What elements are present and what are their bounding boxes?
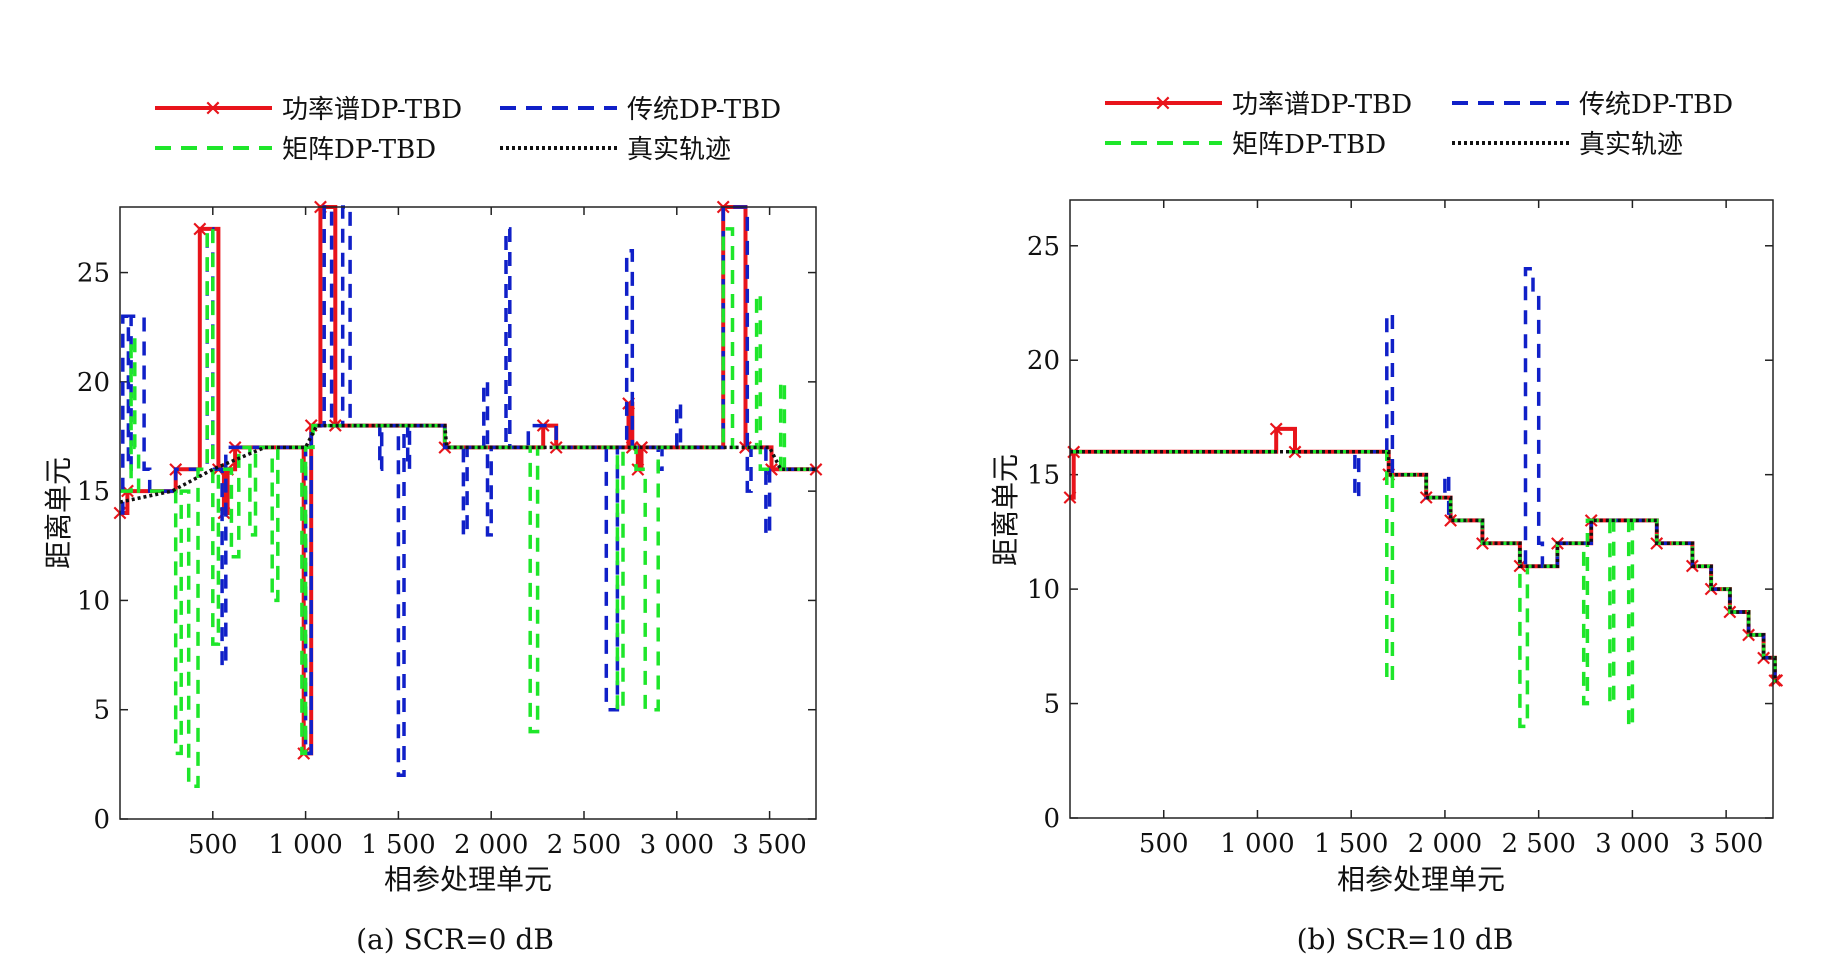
series-line-4 [119, 423, 816, 504]
legend: ✕ 功率谱DP-TBD 传统DP-TBD 矩阵DP-TBD 真实轨迹 [1105, 90, 1733, 160]
x-tick-label: 3 500 [1689, 829, 1763, 859]
x-tick-label: 3 000 [640, 830, 714, 860]
y-tick-label: 20 [77, 368, 110, 398]
chart-panel-b: ✕ 功率谱DP-TBD 传统DP-TBD 矩阵DP-TBD 真实轨迹 500 1 … [989, 90, 1786, 956]
x-tick-label: 1 000 [1220, 829, 1294, 859]
legend-label-series-1: 功率谱DP-TBD [1232, 90, 1412, 120]
series-marker-1: ✕ [1768, 670, 1786, 695]
x-tick-label: 1 000 [268, 830, 342, 860]
y-tick-label: 25 [77, 259, 110, 289]
series-marker-1: ✕ [1441, 509, 1459, 534]
series-marker-1: ✕ [302, 415, 320, 440]
series-marker-1: ✕ [1267, 418, 1285, 443]
y-tick-label: 10 [77, 586, 110, 616]
y-tick-label: 10 [1027, 575, 1060, 605]
x-tick-label: 2 500 [547, 830, 621, 860]
y-tick-label: 0 [93, 805, 110, 835]
x-tick-label: 2 000 [454, 830, 528, 860]
series-line-4 [1070, 450, 1777, 683]
series-marker-1: ✕ [191, 218, 209, 243]
legend-label-series-4: 真实轨迹 [627, 135, 731, 165]
x-axis-label: 相参处理单元 [384, 863, 552, 896]
axis-ticks: 500 1 000 1 500 2 000 2 500 3 000 3 500 0 5 10 15 2… [1027, 200, 1773, 859]
y-axis-label: 距离单元 [989, 454, 1022, 566]
axis-ticks: 500 1 000 1 500 2 000 2 500 3 000 3 500 0 5 10 15 2… [77, 207, 816, 860]
x-tick-label: 1 500 [361, 830, 435, 860]
legend-label-series-2: 传统DP-TBD [1579, 90, 1733, 120]
y-tick-label: 5 [1043, 690, 1060, 720]
legend-label-series-1: 功率谱DP-TBD [282, 95, 462, 125]
series-line-2 [120, 205, 816, 778]
x-tick-label: 3 500 [732, 830, 806, 860]
panel-caption: (a) SCR=0 dB [356, 923, 554, 956]
x-tick-label: 500 [1139, 829, 1189, 859]
x-tick-label: 3 000 [1595, 829, 1669, 859]
x-tick-label: 500 [188, 830, 238, 860]
legend-marker-series-1: ✕ [1154, 92, 1172, 117]
series-line-1 [120, 205, 816, 756]
x-axis-label: 相参处理单元 [1337, 863, 1505, 896]
y-tick-label: 15 [77, 477, 110, 507]
y-tick-label: 5 [93, 696, 110, 726]
x-tick-label: 1 500 [1314, 829, 1388, 859]
legend-marker-series-1: ✕ [204, 97, 222, 122]
series-line-3 [120, 227, 816, 788]
y-tick-label: 0 [1043, 804, 1060, 834]
series-marker-1: ✕ [619, 393, 637, 418]
y-tick-label: 20 [1027, 346, 1060, 376]
axes-frame [119, 206, 817, 820]
axes-frame [1069, 199, 1774, 819]
chart-panel-a: ✕ 功率谱DP-TBD 传统DP-TBD 矩阵DP-TBD 真实轨迹 500 1 … [42, 95, 825, 956]
legend-label-series-2: 传统DP-TBD [627, 95, 781, 125]
series-line-1 [1070, 426, 1777, 683]
x-tick-label: 2 000 [1408, 829, 1482, 859]
y-tick-label: 15 [1027, 461, 1060, 491]
plot-area: ✕✕✕✕✕✕✕✕✕✕✕✕✕✕✕✕✕✕✕ [1061, 266, 1786, 729]
plot-area: ✕✕✕✕✕✕✕✕✕✕✕✕✕✕✕✕✕✕✕✕✕✕ ✕ [111, 196, 825, 788]
legend-label-series-4: 真实轨迹 [1579, 130, 1683, 160]
y-axis-label: 距离单元 [42, 457, 75, 569]
panel-caption: (b) SCR=10 dB [1297, 923, 1514, 956]
y-tick-label: 25 [1027, 232, 1060, 262]
legend-label-series-3: 矩阵DP-TBD [282, 135, 436, 165]
x-tick-label: 2 500 [1501, 829, 1575, 859]
series-marker-1: ✕ [311, 196, 329, 221]
legend: ✕ 功率谱DP-TBD 传统DP-TBD 矩阵DP-TBD 真实轨迹 [155, 95, 781, 165]
legend-label-series-3: 矩阵DP-TBD [1232, 130, 1386, 160]
